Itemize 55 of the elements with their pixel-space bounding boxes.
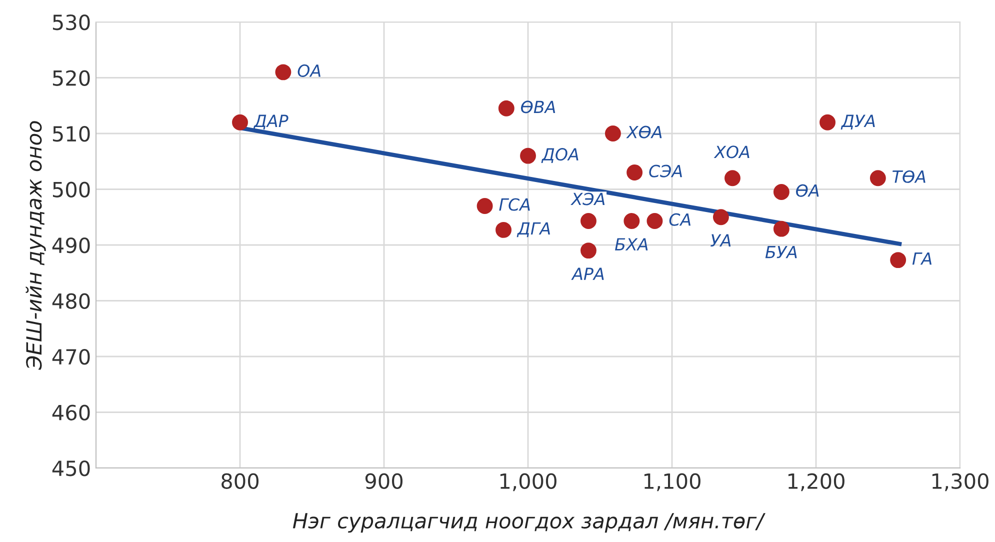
y-tick-label: 490 — [52, 237, 90, 254]
x-axis-title: Нэг суралцагчид ноогдох зардал /мян.төг/ — [292, 513, 766, 533]
annotation: БХА — [615, 238, 648, 250]
annotation: СЭА — [649, 164, 682, 178]
point — [712, 209, 729, 226]
point — [496, 222, 512, 238]
x-tick-label: 1,200 — [788, 473, 844, 492]
x-tick-label: 800 — [222, 473, 258, 489]
annotation: ДГА — [516, 222, 550, 238]
point — [870, 170, 886, 186]
y-tick-label: 480 — [52, 293, 90, 309]
x-tick-label: 1,000 — [500, 473, 556, 492]
annotation: ӨА — [796, 184, 819, 197]
point — [580, 242, 596, 259]
annotation: ДУА — [840, 114, 875, 130]
point — [890, 252, 906, 268]
annotation: ХЭА — [570, 192, 605, 206]
point — [580, 213, 596, 230]
annotation: ГА — [912, 252, 932, 265]
y-tick-label: 460 — [52, 404, 90, 420]
point — [476, 198, 493, 214]
point — [626, 164, 643, 181]
point — [498, 100, 514, 116]
x-tick-label: 900 — [365, 473, 402, 489]
point — [773, 220, 790, 237]
annotation: ХОА — [714, 146, 750, 158]
point — [646, 213, 663, 230]
annotation: ХӨА — [626, 126, 662, 138]
x-tick-label: 1,100 — [644, 473, 700, 492]
y-tick-label: 470 — [52, 348, 90, 365]
y-tick-label: 500 — [52, 182, 90, 198]
annotation: УА — [710, 234, 731, 246]
point — [820, 114, 836, 130]
annotation: ОА — [298, 64, 320, 78]
point — [624, 213, 640, 230]
x-tick-label: 1,300 — [932, 473, 988, 492]
annotation: ДОА — [541, 148, 578, 164]
annotation: СА — [669, 213, 690, 226]
y-tick-label: 530 — [52, 14, 90, 30]
annotation: ӨВА — [520, 100, 556, 114]
annotation: ТӨА — [892, 170, 926, 183]
y-axis-title: ЭЕШ-ийн дундаж оноо — [26, 121, 46, 370]
y-tick-label: 450 — [52, 460, 90, 476]
annotation: АРА — [571, 268, 604, 280]
point — [724, 170, 740, 186]
annotation: ГСА — [499, 198, 530, 211]
annotation: ДАР — [253, 114, 288, 130]
point — [773, 184, 790, 200]
y-tick-label: 520 — [52, 70, 90, 86]
point — [604, 126, 621, 142]
point — [232, 114, 248, 130]
point — [275, 64, 292, 80]
annotation: БУА — [765, 246, 797, 258]
y-tick-label: 510 — [52, 126, 90, 142]
point — [520, 148, 536, 164]
